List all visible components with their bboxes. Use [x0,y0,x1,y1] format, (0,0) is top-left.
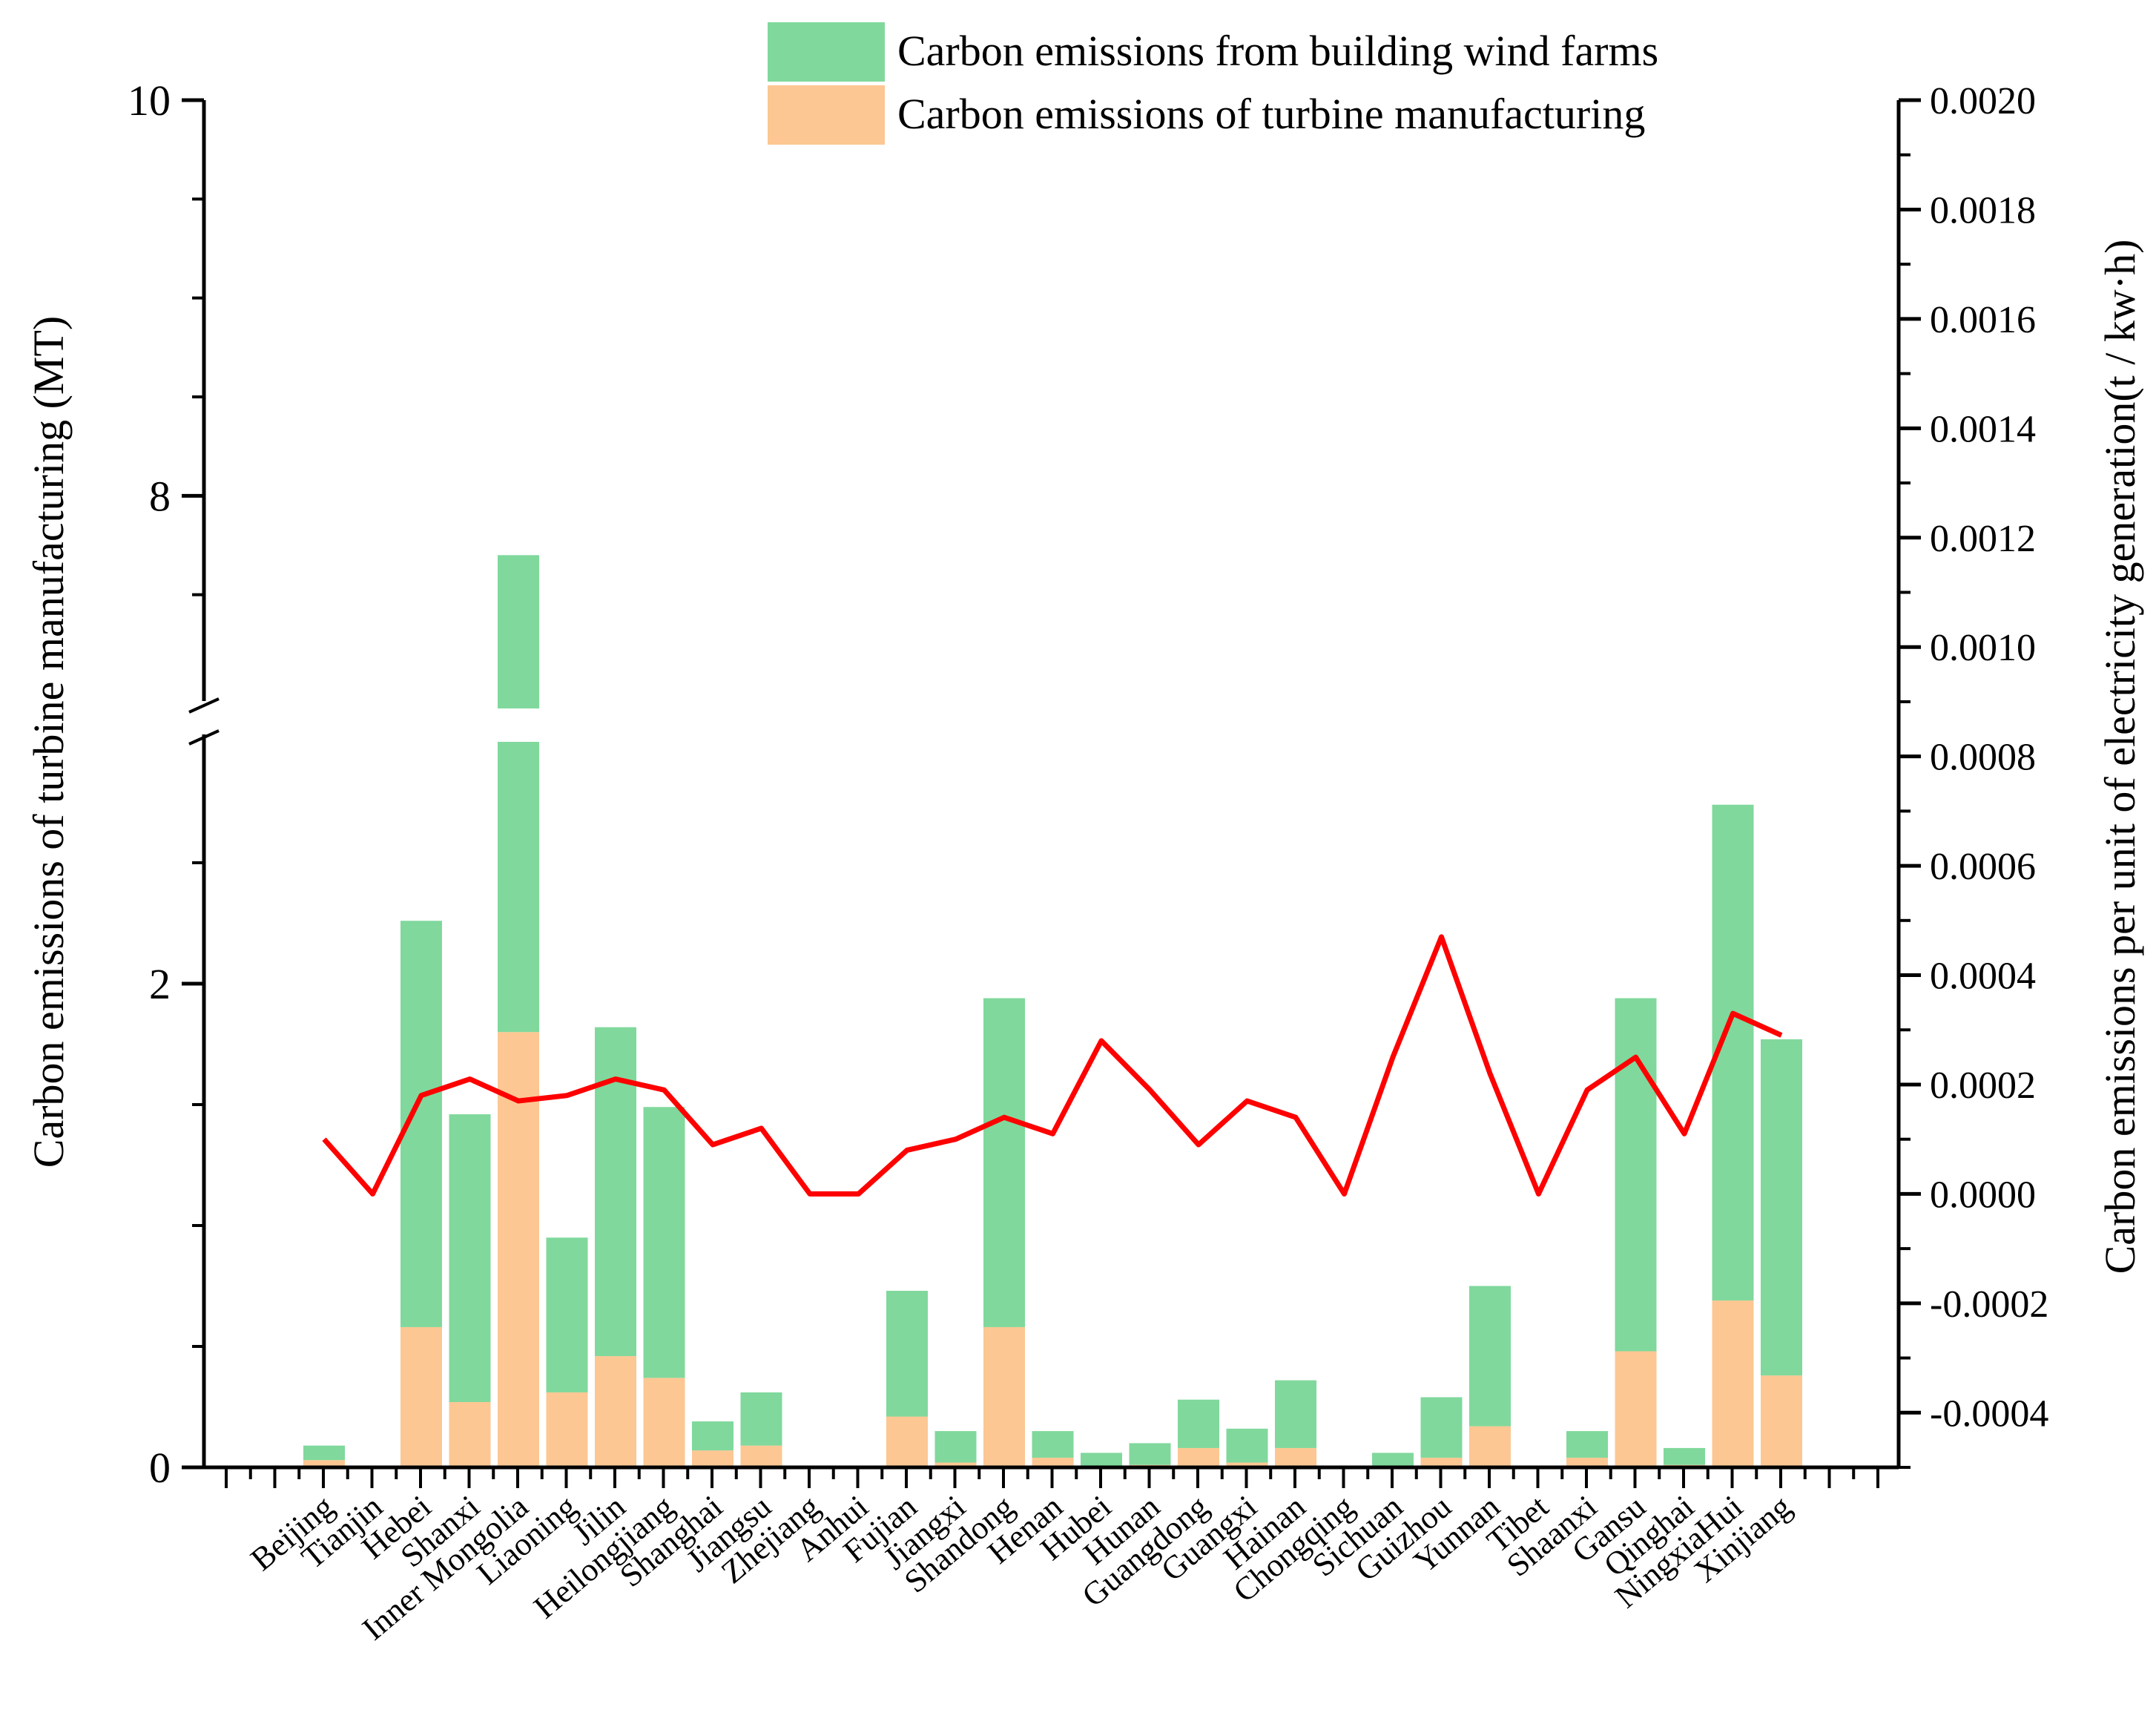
bar-turbine-shandong [983,1326,1025,1467]
bar-turbine-ningxiahui [1712,1300,1754,1467]
bar-turbine-guangdong [1178,1447,1219,1467]
axes-layer: 0 2 8 10 -0.0004 -0.0002 0.0000 0.0002 0.0004 0.0… [128,76,2048,1492]
series-line-unit-emissions [322,934,1783,1197]
legend: Carbon emissions from building wind farm… [768,22,1658,145]
bar-turbine-xinjiang [1761,1375,1802,1467]
y2-tick-label: 0.0014 [1930,408,2036,450]
bar-building-shanxi [449,1114,491,1402]
bar-building-hunan [1129,1443,1171,1465]
bar-building-upper-inner-mongolia [498,555,539,708]
bar-turbine-inner-mongolia [498,1032,539,1467]
legend-label-turbine: Carbon emissions of turbine manufacturin… [897,90,1645,138]
bar-turbine-henan [1032,1457,1074,1467]
y2-tick-label: 0.0016 [1930,299,2036,341]
bar-building-gansu [1615,998,1657,1352]
y2-tick-label: 0.0004 [1930,955,2036,998]
y2-tick-label: 0.0012 [1930,518,2036,560]
legend-label-building: Carbon emissions from building wind farm… [897,27,1658,75]
bar-building-shanghai [692,1421,733,1451]
y-axis-label: Carbon emissions of turbine manufacturin… [24,316,73,1168]
bar-turbine-liaoning [546,1392,588,1467]
bar-building-shandong [983,998,1025,1327]
bar-building-guangdong [1178,1399,1219,1448]
bar-building-hubei [1081,1453,1122,1467]
bar-building-guizhou [1420,1397,1463,1458]
bar-turbine-hainan [1275,1447,1316,1467]
bar-turbine-gansu [1615,1351,1657,1467]
bar-turbine-jiangsu [740,1445,782,1467]
line-layer [322,934,1783,1197]
bar-building-beijing [303,1445,345,1461]
bar-building-sichuan [1372,1453,1414,1467]
bar-building-heilongjiang [643,1107,685,1378]
bar-turbine-jiangxi [934,1462,977,1467]
bar-turbine-shanghai [692,1450,733,1467]
y2-tick-label: 0.0010 [1930,627,2036,669]
axis-break-mark-top [188,697,220,714]
bar-building-shaanxi [1566,1431,1608,1458]
y-tick-label: 10 [128,76,171,125]
bar-building-hainan [1275,1380,1316,1448]
bar-turbine-jilin [595,1356,636,1467]
bar-building-guangxi [1226,1428,1268,1463]
bar-turbine-hebei [400,1326,442,1467]
y2-tick-label: 0.0008 [1930,737,2036,779]
y2-tick-label: 0.0000 [1930,1174,2036,1216]
bar-building-yunnan [1469,1286,1511,1427]
y2-tick-label: 0.0006 [1930,846,2036,888]
axis-break-mark-bottom [188,729,220,746]
bar-turbine-guizhou [1420,1457,1463,1467]
bar-turbine-heilongjiang [643,1378,685,1467]
y2-axis-label: Carbon emissions per unit of electricity… [2096,240,2144,1274]
bar-building-inner-mongolia [498,742,539,1033]
legend-swatch-building [768,22,885,82]
y2-tick-label: -0.0004 [1930,1392,2048,1435]
bar-building-jiangxi [934,1431,977,1463]
bar-building-henan [1032,1431,1074,1458]
y2-tick-label: 0.0018 [1930,189,2036,231]
bar-turbine-guangxi [1226,1462,1268,1467]
bar-turbine-beijing [303,1460,345,1467]
y2-tick-label: 0.0020 [1930,80,2036,122]
bars-layer [303,555,1802,1467]
y-tick-label: 2 [149,960,171,1008]
y2-tick-label: 0.0002 [1930,1065,2036,1107]
bar-turbine-shaanxi [1566,1457,1608,1467]
bar-turbine-shanxi [449,1401,491,1467]
legend-swatch-turbine [768,85,885,145]
bar-turbine-fujian [886,1416,928,1467]
bar-turbine-yunnan [1469,1426,1511,1467]
bar-building-xinjiang [1761,1039,1802,1376]
bar-building-liaoning [546,1237,588,1392]
bar-building-qinghai [1664,1447,1705,1465]
y2-tick-label: -0.0002 [1930,1283,2048,1326]
y-tick-label: 8 [149,472,171,520]
y-tick-label: 0 [149,1444,171,1492]
bar-building-fujian [886,1291,928,1417]
bar-building-jiangsu [740,1392,782,1446]
